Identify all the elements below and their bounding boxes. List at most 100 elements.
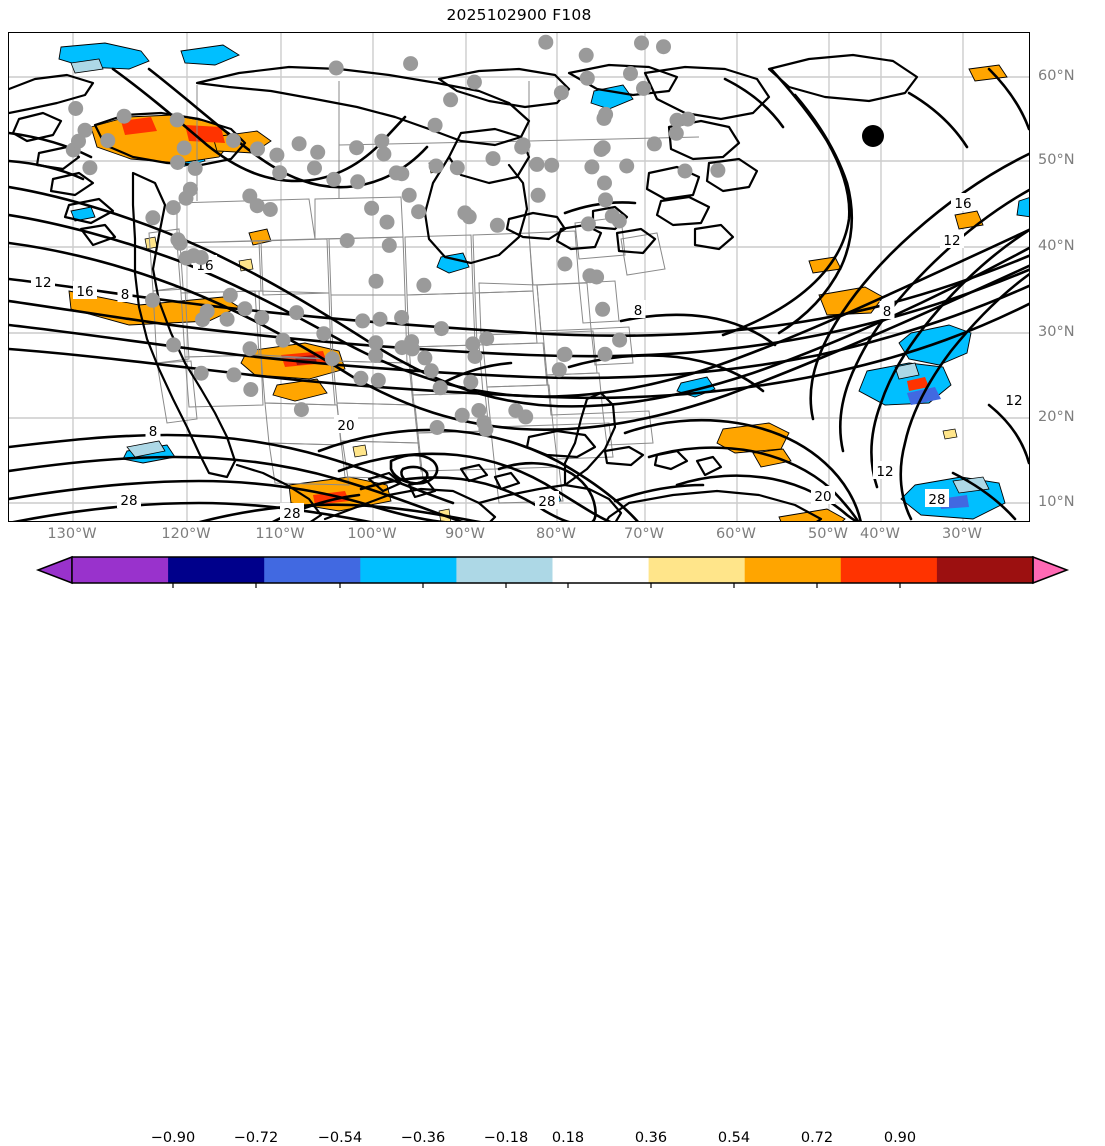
station-dot xyxy=(471,403,487,418)
station-dot xyxy=(589,269,605,285)
contour-label-11: 16 xyxy=(954,196,971,212)
lat-tick-0: 60°N xyxy=(1038,68,1075,84)
contour-label-bg xyxy=(951,193,975,211)
contour-label-4: 8 xyxy=(149,424,158,440)
station-dot xyxy=(339,233,355,249)
lon-tick-5: 80°W xyxy=(535,526,577,542)
station-dot xyxy=(710,162,726,178)
lat-tick-2: 40°N xyxy=(1038,238,1075,254)
station-dot xyxy=(254,310,270,326)
colorbar-tick-9: 0.90 xyxy=(883,1130,917,1146)
station-dot xyxy=(538,34,554,50)
colorbar-band-6 xyxy=(648,557,746,583)
station-dot xyxy=(443,92,459,108)
colorbar-tick-1: −0.72 xyxy=(233,1130,279,1146)
lon-tick-10: 30°W xyxy=(941,526,983,542)
station-dot xyxy=(623,66,638,82)
station-dot xyxy=(449,160,465,176)
station-dot xyxy=(411,204,427,220)
contour-label-bg xyxy=(873,461,897,479)
map-panel: 12 16 8 16 8 20 28 28 28 8 8 16 12 12 12 20 28 xyxy=(8,32,1030,522)
station-dot xyxy=(668,125,684,141)
colorbar-band-4 xyxy=(456,557,553,583)
station-dot xyxy=(551,362,567,378)
colorbar-band-3 xyxy=(360,557,457,583)
station-dot xyxy=(316,326,332,342)
gridlines xyxy=(9,33,1029,521)
contour-label-bg xyxy=(73,281,97,299)
station-dot xyxy=(467,349,483,364)
station-dot xyxy=(242,341,258,357)
station-dot xyxy=(544,157,560,173)
station-dot xyxy=(186,248,202,264)
contour-label-16: 28 xyxy=(928,492,945,508)
colorbar-over-arrow xyxy=(1032,555,1070,585)
lat-tick-5: 10°N xyxy=(1038,494,1075,510)
colorbar-band-0 xyxy=(72,557,169,583)
station-dot xyxy=(612,332,628,348)
station-dot xyxy=(355,313,371,329)
colorbar-tick-4: −0.18 xyxy=(483,1130,529,1146)
station-dot xyxy=(376,146,392,162)
station-dot xyxy=(463,374,479,390)
station-dot xyxy=(656,39,671,55)
station-dot xyxy=(243,382,259,397)
station-dot xyxy=(262,202,278,217)
station-dot xyxy=(272,165,288,181)
contour-label-bg xyxy=(334,415,358,433)
station-dot xyxy=(388,165,404,181)
station-dot xyxy=(374,133,390,149)
contour-label-12: 12 xyxy=(943,233,960,249)
contour-label-10: 8 xyxy=(883,304,892,320)
station-dot xyxy=(515,137,531,153)
contour-label-bg xyxy=(117,284,133,302)
contour-label-13: 12 xyxy=(1005,393,1022,409)
station-dot xyxy=(427,117,443,133)
colorbar-band-7 xyxy=(744,557,842,583)
station-dot xyxy=(553,85,569,101)
colorbar-canvas xyxy=(35,555,1070,588)
station-dot xyxy=(381,237,397,253)
station-dot xyxy=(170,232,186,248)
lon-tick-9: 40°W xyxy=(859,526,901,542)
lon-tick-2: 110°W xyxy=(255,526,305,542)
station-dot xyxy=(372,311,388,327)
station-dot xyxy=(454,407,470,423)
lon-tick-6: 70°W xyxy=(623,526,665,542)
contour-label-6: 28 xyxy=(120,493,137,509)
station-dot xyxy=(166,337,181,353)
station-dot xyxy=(237,301,253,317)
station-dot xyxy=(176,140,192,156)
station-dot xyxy=(100,133,116,149)
colorbar-band-2 xyxy=(264,557,361,583)
colorbar-outline xyxy=(71,556,1034,584)
station-dot xyxy=(170,155,186,170)
contour-label-bg xyxy=(145,421,161,439)
station-dot xyxy=(417,350,433,366)
lon-tick-7: 60°W xyxy=(715,526,757,542)
station-dot xyxy=(77,122,93,138)
station-dot xyxy=(169,112,185,128)
station-dot xyxy=(465,336,481,352)
station-dot xyxy=(368,273,384,289)
contour-label-14: 12 xyxy=(876,464,893,480)
contour-label-7: 28 xyxy=(283,506,300,522)
station-dot xyxy=(485,151,501,167)
station-dot xyxy=(291,136,307,152)
contour-label-5: 20 xyxy=(337,418,354,434)
station-dot xyxy=(364,200,380,216)
contour-label-15: 20 xyxy=(814,489,831,505)
colorbar-tick-0: −0.90 xyxy=(150,1130,196,1146)
station-dot xyxy=(394,340,410,356)
lat-tick-3: 30°N xyxy=(1038,324,1075,340)
station-dot xyxy=(597,346,613,362)
contour-label-bg xyxy=(925,489,949,507)
lat-tick-1: 50°N xyxy=(1038,152,1075,168)
contour-label-bg xyxy=(940,230,964,248)
station-dot xyxy=(416,277,432,293)
station-dot xyxy=(598,192,613,208)
station-dot xyxy=(489,217,505,233)
station-dot xyxy=(669,112,685,128)
station-dot xyxy=(479,331,495,347)
